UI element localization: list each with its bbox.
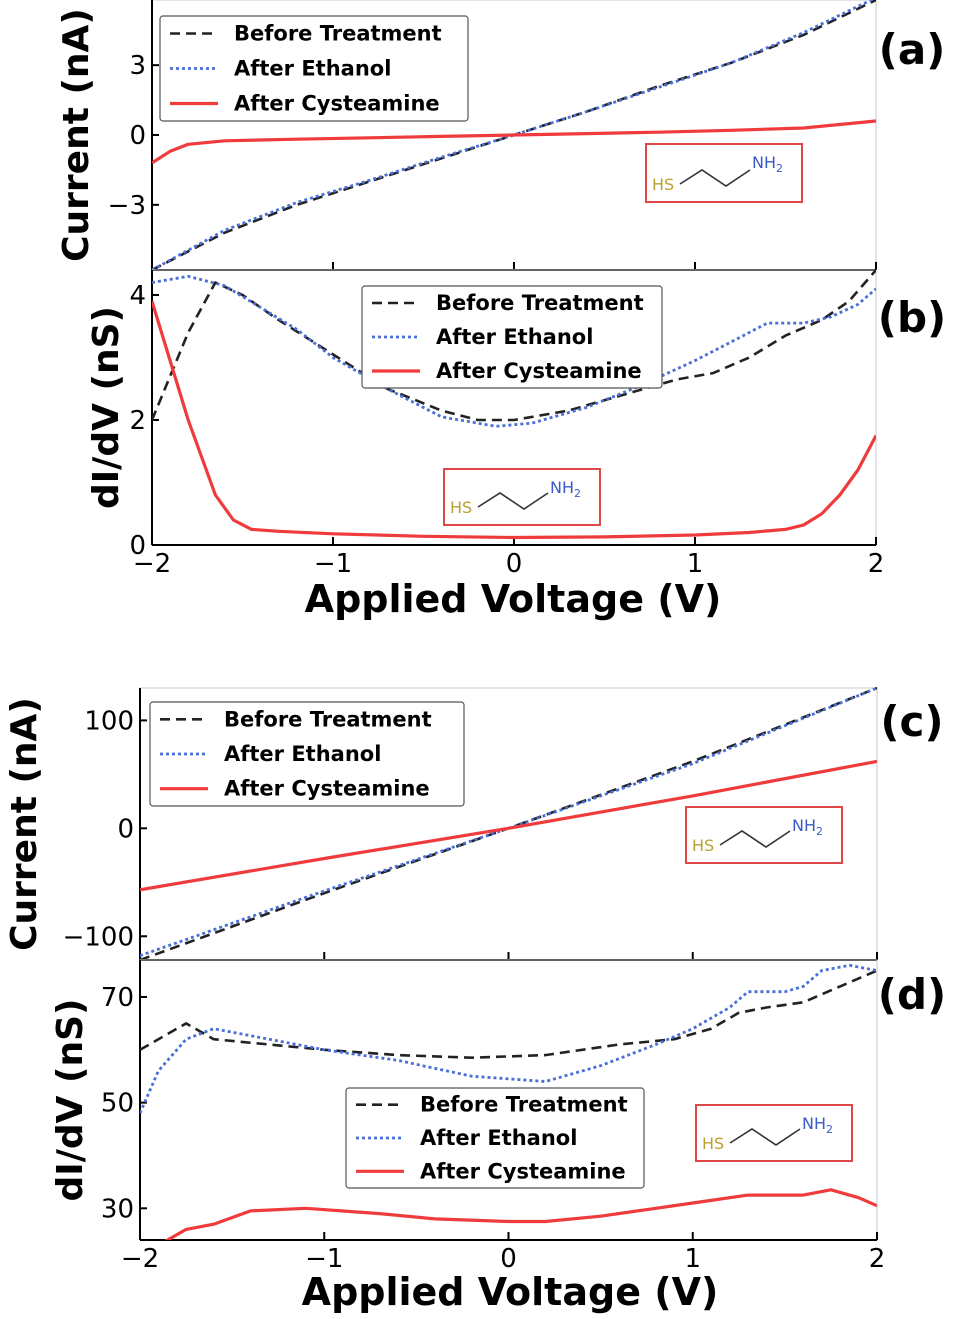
legend-label: After Ethanol bbox=[420, 1126, 577, 1150]
series-line-solid bbox=[152, 119, 876, 165]
molecule-nh2-label: NH2 bbox=[752, 153, 783, 175]
x-tick-label: −1 bbox=[314, 549, 352, 579]
legend-box bbox=[149, 701, 465, 807]
x-tick-label: 0 bbox=[506, 549, 523, 579]
molecule-hs-label: HS bbox=[450, 498, 472, 517]
x-tick-label: −1 bbox=[305, 1244, 343, 1274]
molecule-bonds bbox=[679, 169, 751, 187]
legend-label: Before Treatment bbox=[436, 291, 644, 315]
legend-label: Before Treatment bbox=[420, 1093, 628, 1117]
molecule-box bbox=[443, 468, 601, 526]
x-tick-label: 2 bbox=[869, 1244, 886, 1274]
molecule-box bbox=[695, 1104, 853, 1162]
series-line-dashed bbox=[152, 269, 876, 422]
x-tick-label: −2 bbox=[121, 1244, 159, 1274]
panel-label-d: (d) bbox=[878, 970, 946, 1019]
x-tick-label: 1 bbox=[687, 549, 704, 579]
panel-label-a: (a) bbox=[879, 25, 946, 74]
molecule-inset-c: HS NH2 bbox=[685, 806, 843, 864]
series-line-dotted bbox=[152, 274, 876, 428]
x-tick-label: 0 bbox=[500, 1244, 517, 1274]
x-tick-label: 2 bbox=[868, 549, 885, 579]
legend-label: After Ethanol bbox=[224, 742, 381, 766]
y-tick-label: 100 bbox=[84, 706, 134, 736]
x-axis-label-bottom: Applied Voltage (V) bbox=[302, 1270, 719, 1314]
series-line-dashed bbox=[140, 969, 877, 1059]
y-tick-label: 4 bbox=[129, 281, 146, 311]
panel-label-b: (b) bbox=[878, 293, 946, 342]
legend-label: After Cysteamine bbox=[436, 359, 642, 383]
y-axis-label-a: Current (nA) bbox=[56, 8, 97, 262]
legend-label: Before Treatment bbox=[224, 707, 432, 731]
molecule-inset-d: HS NH2 bbox=[695, 1104, 853, 1162]
y-tick-label: −100 bbox=[63, 922, 134, 952]
y-tick-label: 30 bbox=[101, 1194, 134, 1224]
series-line-dotted bbox=[140, 963, 877, 1114]
y-axis-label-d: dI/dV (nS) bbox=[50, 999, 91, 1202]
y-axis-label-b: dI/dV (nS) bbox=[86, 306, 127, 509]
legend-d: Before Treatment After Ethanol After Cyste… bbox=[345, 1087, 645, 1189]
panel-label-c: (c) bbox=[880, 697, 943, 746]
y-tick-label: −3 bbox=[108, 191, 146, 221]
molecule-bonds bbox=[477, 492, 549, 510]
legend-box bbox=[159, 15, 469, 122]
molecule-nh2-label: NH2 bbox=[802, 1114, 833, 1136]
legend-box bbox=[361, 285, 663, 389]
legend-label: After Cysteamine bbox=[234, 92, 440, 116]
panel-c: −100 0 100 Current (nA) (c) Before Treatment A… bbox=[4, 686, 944, 961]
molecule-hs-label: HS bbox=[652, 175, 674, 194]
molecule-bonds bbox=[729, 1128, 801, 1146]
y-tick-label: 0 bbox=[129, 121, 146, 151]
panel-b: −2 −1 0 1 2 0 2 4dI/dV (nS) (b) Before Treatment A… bbox=[86, 269, 946, 579]
y-tick-label: 0 bbox=[117, 814, 134, 844]
y-tick-label: 0 bbox=[129, 531, 146, 561]
series-line-solid bbox=[140, 759, 877, 892]
x-tick-label: 1 bbox=[684, 1244, 701, 1274]
series-line-dotted bbox=[152, 0, 875, 270]
series-line-solid bbox=[152, 300, 876, 540]
y-tick-label: 50 bbox=[101, 1089, 134, 1119]
molecule-inset-b: HS NH2 bbox=[443, 468, 601, 526]
legend-box bbox=[345, 1087, 645, 1189]
x-axis-label-top: Applied Voltage (V) bbox=[305, 577, 722, 621]
molecule-hs-label: HS bbox=[692, 836, 714, 855]
legend-label: After Ethanol bbox=[436, 325, 593, 349]
legend-c: Before Treatment After Ethanol After Cyste… bbox=[149, 701, 465, 807]
molecule-box bbox=[685, 806, 843, 864]
x-tick-label: −2 bbox=[133, 549, 171, 579]
legend-label: After Ethanol bbox=[234, 57, 391, 81]
molecule-box bbox=[645, 143, 803, 203]
molecule-hs-label: HS bbox=[702, 1134, 724, 1153]
molecule-nh2-label: NH2 bbox=[792, 816, 823, 838]
panel-d: −2 −1 0 1 2 30 50 70 dI/dV (nS) (d) Before Treatme… bbox=[50, 959, 946, 1274]
legend-label: After Cysteamine bbox=[224, 777, 430, 801]
legend-label: Before Treatment bbox=[234, 22, 442, 46]
legend-a: Before Treatment After Ethanol After Cyste… bbox=[159, 15, 469, 122]
molecule-inset-a: HS NH2 bbox=[645, 143, 803, 203]
legend-label: After Cysteamine bbox=[420, 1159, 626, 1183]
molecule-nh2-label: NH2 bbox=[550, 478, 581, 500]
y-tick-label: 2 bbox=[129, 406, 146, 436]
y-axis-label-c: Current (nA) bbox=[4, 697, 45, 951]
y-tick-label: 70 bbox=[101, 983, 134, 1013]
panel-a: −3 0 3 Current (nA) (a) Before Treatment After… bbox=[56, 0, 946, 271]
legend-b: Before Treatment After Ethanol After Cyste… bbox=[361, 285, 663, 389]
molecule-bonds bbox=[719, 830, 791, 848]
series-line-solid bbox=[164, 1188, 877, 1240]
y-tick-label: 3 bbox=[129, 51, 146, 81]
